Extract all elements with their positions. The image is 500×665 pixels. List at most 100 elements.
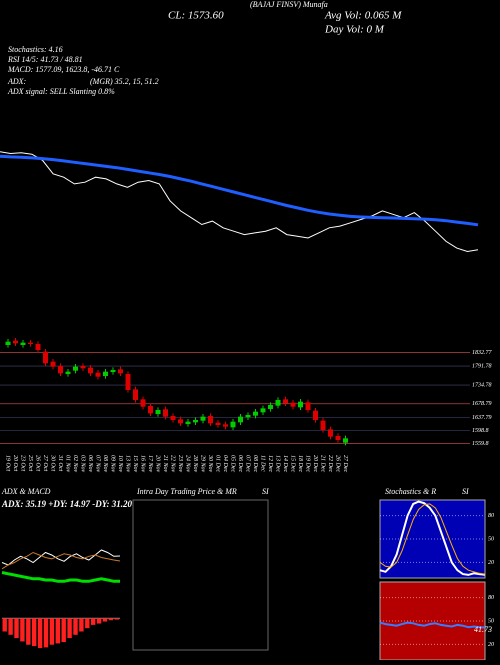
- candle-body: [283, 399, 288, 404]
- candle-body: [290, 402, 296, 407]
- candle-body: [170, 416, 176, 420]
- candle-body: [275, 400, 281, 406]
- bar: [73, 618, 78, 635]
- close-price: CL: 1573.60: [168, 10, 224, 22]
- bar: [20, 618, 25, 642]
- x-tick-label: 12 Dec: [267, 455, 273, 472]
- bar: [102, 618, 108, 622]
- x-tick-label: 31 Oct: [57, 454, 63, 471]
- x-tick-label: 30 Oct: [50, 454, 56, 471]
- bar: [26, 618, 31, 645]
- x-tick-label: 26 Dec: [335, 455, 341, 472]
- panel-label: 41.73: [474, 625, 492, 634]
- panel-title: Stochastics & R: [385, 487, 436, 496]
- candle-body: [155, 410, 161, 414]
- x-tick-label: 01 Dec: [215, 455, 221, 472]
- x-tick-label: 22 Nov: [170, 455, 176, 473]
- stochastics-text: Stochastics: 4.16: [8, 45, 63, 54]
- x-tick-label: 10 Nov: [117, 455, 123, 473]
- x-tick-label: 22 Dec: [327, 455, 333, 472]
- candle-body: [328, 429, 333, 437]
- candle-body: [73, 366, 78, 371]
- candle-body: [343, 438, 348, 443]
- y-tick-label: 1832.77: [472, 350, 493, 356]
- x-tick-label: 11 Dec: [260, 455, 266, 472]
- candle-body: [208, 416, 213, 424]
- candle-body: [245, 415, 251, 418]
- rsi-text: RSI 14/5: 41.73 / 48.81: [7, 55, 83, 64]
- candle-body: [50, 361, 56, 367]
- x-tick-label: 15 Nov: [132, 455, 138, 473]
- candle-body: [80, 366, 86, 369]
- y-tick-label: 1734.78: [472, 381, 492, 388]
- bar: [8, 618, 13, 635]
- bar: [32, 618, 37, 647]
- y-tick-label: 50: [488, 536, 494, 542]
- bar: [55, 618, 60, 644]
- adx-values: (MGR) 35.2, 15, 51.2: [90, 77, 159, 86]
- candle-body: [230, 421, 236, 428]
- candle-body: [148, 406, 153, 414]
- series-line: [379, 503, 486, 575]
- y-tick-label: 1598.8: [472, 428, 489, 434]
- candle-body: [125, 374, 131, 390]
- candle-body: [140, 399, 146, 407]
- candle-body: [35, 344, 41, 350]
- bar: [37, 618, 43, 649]
- x-tick-label: 27 Oct: [42, 455, 48, 471]
- bar: [91, 618, 96, 625]
- y-tick-label: 1791.78: [472, 363, 492, 369]
- x-tick-label: 06 Dec: [237, 455, 243, 472]
- x-tick-label: 02 Nov: [72, 455, 78, 473]
- x-tick-label: 20 Dec: [312, 455, 318, 472]
- series-line: [0, 151, 479, 253]
- candle-body: [95, 372, 101, 377]
- candle-body: [28, 342, 33, 344]
- x-tick-label: 30 Nov: [207, 454, 213, 473]
- x-tick-label: 16 Nov: [140, 455, 146, 473]
- x-tick-label: 01 Nov: [65, 455, 71, 473]
- candle-body: [238, 416, 243, 423]
- bar: [114, 618, 119, 620]
- x-tick-label: 28 Nov: [192, 455, 198, 473]
- x-tick-label: 13 Dec: [275, 455, 281, 472]
- bar: [85, 618, 90, 629]
- x-tick-label: 29 Nov: [200, 455, 206, 473]
- candle-body: [178, 419, 183, 424]
- x-tick-label: 23 Nov: [177, 455, 183, 473]
- candle-body: [268, 405, 273, 409]
- y-tick-label: 20: [488, 642, 494, 648]
- candle-body: [320, 420, 326, 430]
- x-tick-label: 23 Oct: [20, 455, 26, 471]
- x-tick-label: 19 Dec: [305, 455, 311, 472]
- bar: [67, 618, 72, 639]
- x-tick-label: 06 Nov: [87, 455, 93, 473]
- x-tick-label: 26 Oct: [35, 455, 41, 471]
- macd-text: MACD: 1577.09, 1623.8, -46.71 C: [7, 65, 120, 74]
- bar: [61, 618, 66, 643]
- candle-body: [88, 367, 93, 374]
- x-tick-label: 05 Dec: [230, 455, 236, 472]
- x-tick-label: 27 Dec: [342, 455, 348, 472]
- candle-body: [260, 408, 266, 413]
- x-tick-label: 07 Dec: [245, 455, 251, 472]
- candle-body: [118, 369, 123, 374]
- intraday-si: SI: [262, 487, 269, 496]
- panel-label: ADX: 35.19 +DY: 14.97 -DY: 31.20: [1, 499, 132, 509]
- x-tick-label: 21 Dec: [320, 455, 326, 472]
- day-volume: Day Vol: 0 M: [324, 24, 385, 36]
- candle-body: [163, 409, 168, 417]
- x-tick-label: 13 Nov: [125, 455, 131, 473]
- adx-signal: ADX signal: SELL Slanting 0.8%: [7, 87, 115, 96]
- candle-body: [185, 421, 191, 424]
- intraday-title: Intra Day Trading Price & MR: [136, 487, 237, 496]
- x-tick-label: 08 Nov: [102, 455, 108, 473]
- x-tick-label: 04 Dec: [222, 455, 229, 472]
- series-line: [1, 571, 120, 583]
- x-tick-label: 17 Nov: [147, 455, 153, 473]
- candle-body: [298, 401, 303, 408]
- candle-body: [133, 389, 138, 400]
- candle-body: [20, 342, 26, 345]
- candle-body: [110, 370, 116, 372]
